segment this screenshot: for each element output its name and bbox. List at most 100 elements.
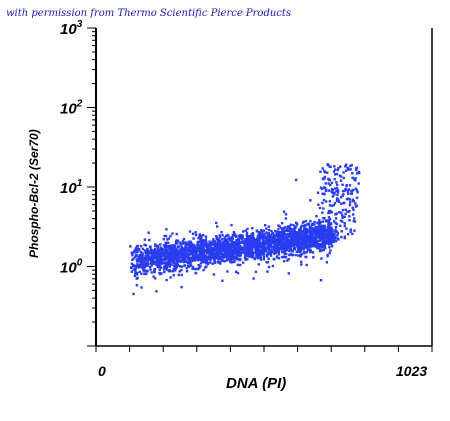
data-point bbox=[341, 183, 344, 186]
data-point bbox=[327, 210, 331, 213]
data-point bbox=[221, 253, 224, 256]
data-point bbox=[330, 187, 334, 191]
data-point bbox=[185, 252, 189, 255]
data-point bbox=[326, 171, 329, 174]
data-point bbox=[321, 187, 324, 191]
data-point bbox=[195, 247, 198, 250]
data-point bbox=[324, 230, 328, 233]
data-point bbox=[154, 248, 157, 251]
data-point bbox=[293, 225, 296, 229]
data-point bbox=[143, 272, 146, 276]
data-point bbox=[286, 243, 289, 247]
data-point bbox=[230, 258, 233, 261]
data-point bbox=[230, 223, 233, 227]
data-point bbox=[238, 239, 241, 243]
data-point bbox=[182, 237, 186, 241]
data-point bbox=[297, 247, 300, 250]
data-point bbox=[300, 263, 303, 266]
data-point bbox=[143, 249, 146, 252]
data-point bbox=[243, 247, 246, 251]
data-point bbox=[290, 243, 293, 246]
data-point bbox=[323, 224, 326, 228]
data-point bbox=[271, 250, 274, 254]
data-point bbox=[135, 258, 138, 261]
data-point bbox=[156, 247, 160, 251]
data-point bbox=[175, 248, 178, 251]
data-point bbox=[202, 268, 205, 272]
data-point bbox=[164, 235, 168, 238]
data-point bbox=[335, 212, 338, 215]
data-point bbox=[153, 262, 156, 265]
data-point bbox=[259, 253, 263, 256]
x-tick-label-0: 0 bbox=[98, 363, 106, 379]
data-point bbox=[173, 261, 176, 264]
data-point bbox=[178, 260, 181, 263]
data-point bbox=[327, 182, 330, 185]
data-point bbox=[325, 261, 328, 264]
data-point bbox=[245, 233, 248, 237]
data-point bbox=[180, 268, 183, 272]
data-point bbox=[308, 238, 311, 241]
data-point bbox=[140, 265, 143, 269]
data-point bbox=[187, 244, 191, 247]
data-point bbox=[260, 229, 263, 232]
data-point bbox=[326, 163, 330, 167]
data-point bbox=[282, 242, 286, 245]
data-point bbox=[163, 234, 166, 238]
data-point bbox=[285, 236, 288, 239]
data-point bbox=[202, 234, 205, 237]
data-point bbox=[206, 243, 209, 246]
data-point bbox=[288, 245, 291, 248]
data-point bbox=[336, 234, 339, 237]
data-point bbox=[225, 254, 228, 257]
data-point bbox=[345, 227, 348, 230]
data-point bbox=[191, 244, 195, 248]
data-point bbox=[143, 238, 147, 241]
data-point bbox=[140, 260, 143, 263]
data-point bbox=[186, 264, 190, 267]
data-point bbox=[256, 240, 259, 243]
data-point bbox=[222, 245, 226, 248]
credit-text: with permission from Thermo Scientific P… bbox=[6, 8, 292, 19]
data-point bbox=[167, 269, 170, 273]
data-point bbox=[131, 258, 134, 261]
data-point bbox=[302, 244, 305, 247]
data-point bbox=[262, 249, 265, 253]
data-point bbox=[282, 210, 286, 213]
data-point bbox=[327, 219, 330, 222]
data-point bbox=[150, 249, 153, 253]
data-point bbox=[132, 257, 135, 260]
data-point bbox=[265, 241, 268, 244]
data-point bbox=[172, 249, 176, 252]
data-point bbox=[330, 240, 333, 243]
data-point bbox=[230, 248, 234, 252]
data-point bbox=[333, 238, 336, 241]
data-point bbox=[297, 239, 300, 243]
data-point bbox=[278, 231, 281, 234]
data-point bbox=[295, 240, 298, 244]
data-point bbox=[328, 241, 331, 245]
data-point bbox=[309, 227, 312, 231]
data-point bbox=[141, 247, 145, 251]
data-point bbox=[274, 245, 278, 248]
data-point bbox=[155, 290, 158, 293]
data-point bbox=[321, 245, 324, 249]
data-point bbox=[331, 236, 334, 240]
data-point bbox=[176, 250, 180, 253]
data-point bbox=[267, 228, 271, 232]
data-point bbox=[168, 254, 171, 257]
data-point bbox=[272, 236, 275, 239]
data-point bbox=[288, 241, 292, 245]
data-point bbox=[322, 241, 325, 244]
data-point bbox=[183, 264, 187, 267]
data-point bbox=[257, 239, 260, 242]
data-point bbox=[325, 234, 329, 237]
data-point bbox=[169, 244, 172, 248]
data-point bbox=[148, 246, 152, 249]
data-point bbox=[341, 190, 345, 193]
data-point bbox=[340, 211, 343, 214]
data-point bbox=[221, 234, 224, 237]
data-point bbox=[285, 239, 288, 243]
data-point bbox=[129, 245, 132, 248]
data-point bbox=[234, 255, 237, 258]
